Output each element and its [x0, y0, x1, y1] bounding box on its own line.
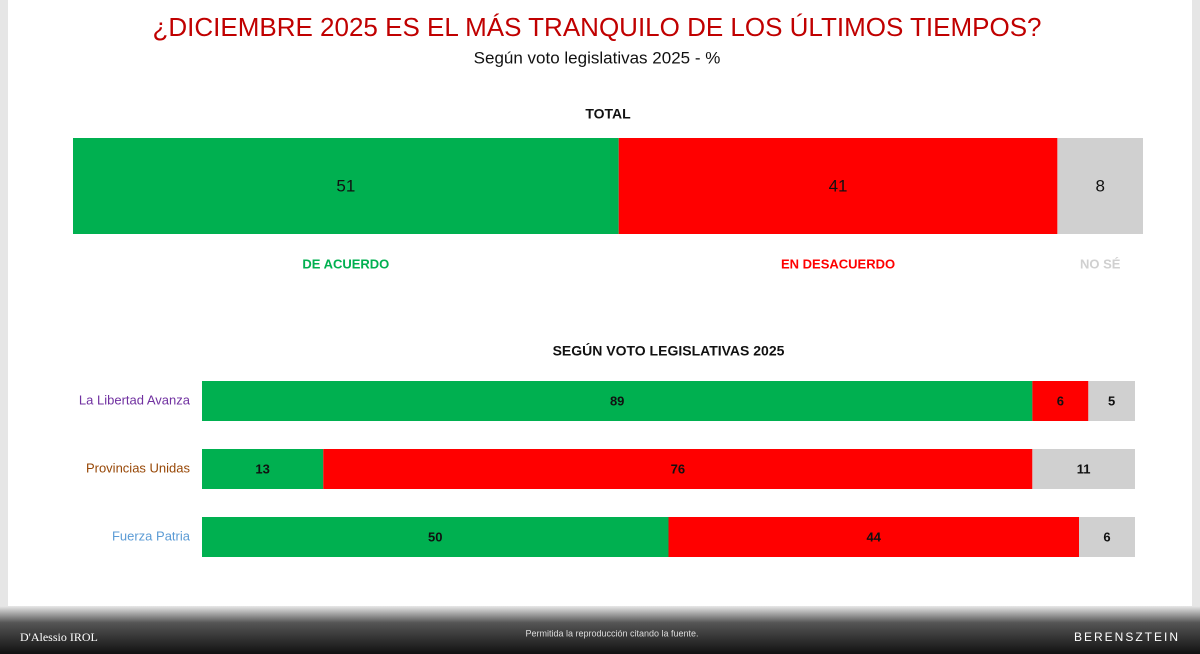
footer-center: Permitida la reproducción citando la fue…	[525, 628, 698, 638]
value-label: 8	[1095, 176, 1104, 195]
legend-label: NO SÉ	[1080, 256, 1121, 271]
value-label: 44	[867, 529, 882, 544]
bar-segment	[202, 381, 1033, 421]
border-right	[1192, 0, 1200, 608]
bar-segment	[1079, 517, 1135, 557]
legend-label: DE ACUERDO	[302, 256, 389, 271]
bar-segment	[1032, 449, 1135, 489]
footer-right: BERENSZTEIN	[1074, 630, 1180, 644]
value-label: 89	[610, 393, 624, 408]
bar-segment	[202, 449, 324, 489]
bar-segment	[323, 449, 1033, 489]
category-label: Provincias Unidas	[86, 460, 191, 475]
value-label: 13	[255, 461, 269, 476]
value-label: 51	[336, 176, 355, 195]
page-subtitle: Según voto legislativas 2025 - %	[474, 48, 721, 67]
bar-segment	[202, 517, 669, 557]
chart-title: TOTAL	[585, 106, 631, 122]
value-label: 50	[428, 529, 442, 544]
value-label: 6	[1057, 393, 1064, 408]
legend-label: EN DESACUERDO	[781, 256, 895, 271]
page-title: ¿DICIEMBRE 2025 ES EL MÁS TRANQUILO DE L…	[152, 12, 1041, 42]
bar-segment	[1032, 381, 1089, 421]
category-label: Fuerza Patria	[112, 528, 191, 543]
value-label: 76	[671, 461, 685, 476]
value-label: 11	[1077, 461, 1091, 476]
bar-segment	[1057, 138, 1143, 234]
footer-left: D'Alessio IROL	[20, 630, 98, 644]
bar-segment	[1088, 381, 1135, 421]
value-label: 5	[1108, 393, 1115, 408]
bar-segment	[668, 517, 1080, 557]
chart-title: SEGÚN VOTO LEGISLATIVAS 2025	[553, 342, 785, 359]
value-label: 41	[829, 176, 848, 195]
border-left	[0, 0, 8, 608]
bar-segment	[618, 138, 1058, 234]
category-label: La Libertad Avanza	[79, 392, 191, 407]
value-label: 6	[1103, 529, 1110, 544]
bar-segment	[73, 138, 619, 234]
footer-band	[0, 606, 1200, 654]
